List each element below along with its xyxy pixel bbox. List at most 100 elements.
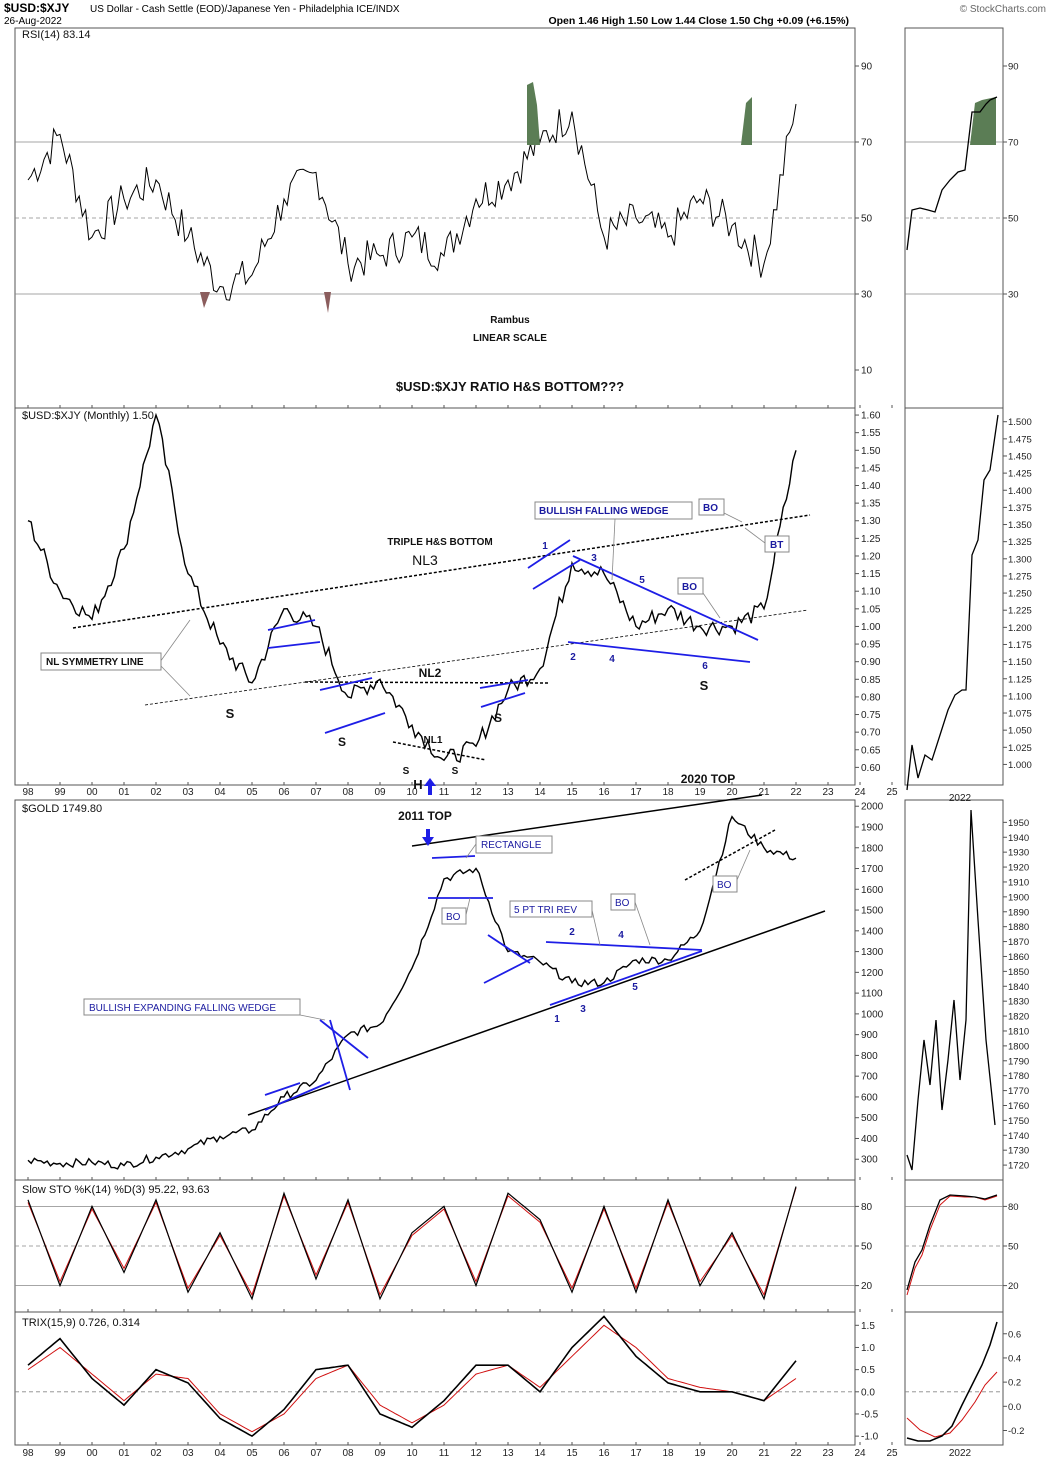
x-axis-label: 16 [598,1448,610,1459]
mini-tick-label: 1790 [1008,1056,1029,1067]
nl1-trendline [392,741,487,761]
mini-year-label-top: 2022 [949,793,972,804]
rsi-tick-label: 10 [861,366,873,377]
gold-tick-label: 1700 [861,864,884,875]
gold-line [27,815,797,1170]
rsi-tick-label: 70 [861,138,873,149]
falling-wedge-lower [567,641,751,663]
mini-tick-label: 1720 [1008,1161,1029,1172]
mini-tick-label: 1890 [1008,907,1029,918]
mini-tick-label: 1.200 [1008,623,1032,634]
x-axis-label: 24 [854,787,866,798]
x-axis-label: 02 [150,787,162,798]
gold-tick-label: 1100 [861,989,883,1000]
x-axis-label: 18 [662,787,674,798]
trix-mini-frame [904,1311,1004,1446]
nl-symmetry-box [40,652,162,671]
x-axis-label: 19 [694,787,706,798]
rsi-tick-label: 90 [861,62,873,73]
mini-tick-label: 70 [1008,138,1019,149]
flag-upper [319,677,373,691]
triple-hs-label: TRIPLE H&S BOTTOM [387,537,492,548]
mini-tick-label: 1.425 [1008,469,1032,480]
mini-tick-label: 1.350 [1008,520,1032,531]
mini-tick-label: 1850 [1008,967,1029,978]
gold-tick-label: 400 [861,1134,878,1145]
usd-panel-title: $USD:$XJY (Monthly) 1.50 [22,410,154,422]
mini-tick-label: 1910 [1008,877,1029,888]
sto-k-line [27,1186,797,1301]
mini-tick-label: 1750 [1008,1116,1029,1127]
bo-box-2 [677,577,704,595]
usd-main-frame [14,407,856,786]
x-axis-label: 15 [566,787,578,798]
mini-tick-label: 1.175 [1008,640,1032,651]
nl-symmetry-trendline [144,609,809,706]
callout-pointer [299,1014,326,1021]
mini-tick-label: 1730 [1008,1146,1029,1157]
triangle-upper [545,941,703,951]
x-axis-label: 09 [374,787,386,798]
gold-tick-label: 1800 [861,843,884,854]
x-axis-label: 09 [374,1448,386,1459]
mini-tick-label: 30 [1008,290,1019,301]
mini-tick-label: 50 [1008,1242,1019,1253]
mini-tick-label: 1.050 [1008,726,1032,737]
usd-mini-frame [904,407,1004,786]
x-axis-label: 04 [214,1448,226,1459]
tri-pt-1: 1 [554,1014,560,1025]
left-shoulder-3: S [226,706,235,721]
trix-panel-title: TRIX(15,9) 0.726, 0.314 [22,1317,140,1329]
mini-tick-label: 1.075 [1008,709,1032,720]
expanding-wedge-label: BULLISH EXPANDING FALLING WEDGE [89,1003,276,1014]
x-axis-label: 20 [726,787,738,798]
x-axis-label: 05 [246,787,258,798]
trix-tick-label: -1.0 [861,1432,879,1443]
wedge-lower [329,1019,351,1091]
usd-tick-label: 0.95 [861,640,881,651]
usd-tick-label: 1.40 [861,481,881,492]
x-axis-label: 03 [182,1448,194,1459]
usd-tick-label: 0.65 [861,745,881,756]
rsi-tick-label: 50 [861,214,873,225]
callout-pointer [723,512,743,523]
mini-sto-k [906,1194,998,1291]
2011-top-label: 2011 TOP [398,809,452,823]
sto-tick-label: 80 [861,1202,873,1213]
x-axis-label: 12 [470,1448,482,1459]
x-axis-label: 13 [502,787,514,798]
bt-box [764,535,790,553]
callout-pointer [702,592,721,619]
x-axis-label: 21 [758,1448,770,1459]
usd-tick-label: 1.10 [861,587,881,598]
chart-description: US Dollar - Cash Settle (EOD)/Japanese Y… [90,4,400,15]
mini-usd-line [906,414,999,791]
mini-gold-line [906,809,996,1171]
chart-symbol: $USD:$XJY [4,1,69,15]
tri-pt-3: 3 [580,1004,586,1015]
flag-lower [480,692,526,708]
sto-d-line [27,1187,797,1297]
usd-tick-label: 1.05 [861,604,881,615]
x-axis-label: 13 [502,1448,514,1459]
trix-line [27,1315,797,1438]
x-axis-label: 23 [822,1448,834,1459]
x-axis-label: 12 [470,787,482,798]
mini-tick-label: 1940 [1008,833,1029,844]
x-axis-label: 17 [630,1448,642,1459]
rsi-oversold-fill [324,292,331,313]
x-axis-label: 03 [182,787,194,798]
mini-trix-signal [906,1371,998,1438]
x-axis-label: 02 [150,1448,162,1459]
wedge-upper [264,1082,301,1096]
x-axis-label: 08 [342,787,354,798]
flag-lower [267,641,321,649]
mini-year-label-bottom: 2022 [949,1448,972,1459]
flag-upper [267,619,316,631]
nl2-label: NL2 [419,666,442,680]
mini-tick-label: 1.375 [1008,503,1032,514]
top-arrow-icon [422,829,434,846]
x-axis-label: 99 [54,1448,66,1459]
ohlc-readout: Open 1.46 High 1.50 Low 1.44 Close 1.50 … [548,15,849,27]
mini-tick-label: 1870 [1008,937,1029,948]
